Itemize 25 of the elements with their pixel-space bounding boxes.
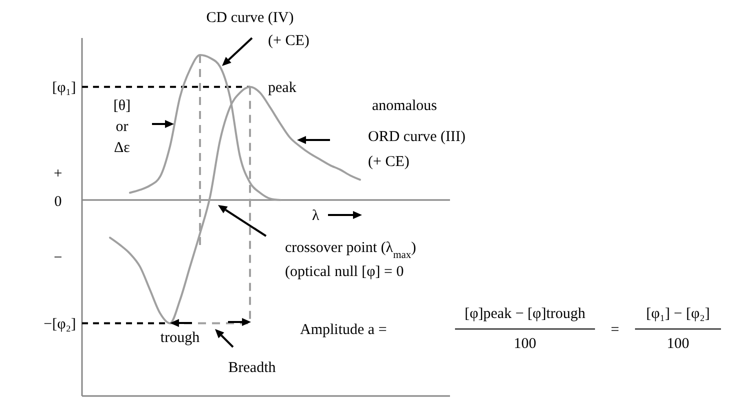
text: 0	[54, 194, 62, 210]
text: +	[54, 166, 62, 182]
annotation: [θ]	[113, 98, 131, 114]
text: Breadth	[228, 360, 276, 376]
annotation: peak	[268, 80, 297, 96]
text: =	[610, 322, 620, 338]
text: ORD curve (III)	[368, 129, 466, 145]
annotation: Amplitude a =	[300, 322, 387, 338]
text: 100	[514, 336, 536, 352]
text: (+ CE)	[268, 33, 310, 49]
annotation: Δε	[114, 140, 130, 156]
text: 100	[666, 336, 690, 352]
ref-line-label: [φ₁]	[52, 80, 76, 96]
text: −	[54, 250, 62, 266]
annotation: λ	[312, 208, 320, 224]
annotation: anomalous	[372, 98, 438, 114]
ref-line-label: −[φ₂]	[44, 316, 76, 332]
text: [φ₁] − [φ₂]	[646, 306, 710, 322]
text: trough	[160, 330, 200, 346]
annotation: (optical null [φ] = 0	[285, 264, 404, 280]
text: [φ]peak − [φ]trough	[464, 306, 586, 322]
annotation: crossover point (λ$_{max}$)	[285, 240, 416, 260]
annotation: (+ CE)	[368, 154, 410, 170]
annotation: or	[116, 119, 128, 135]
series-label: CD curve (IV)	[206, 10, 294, 26]
